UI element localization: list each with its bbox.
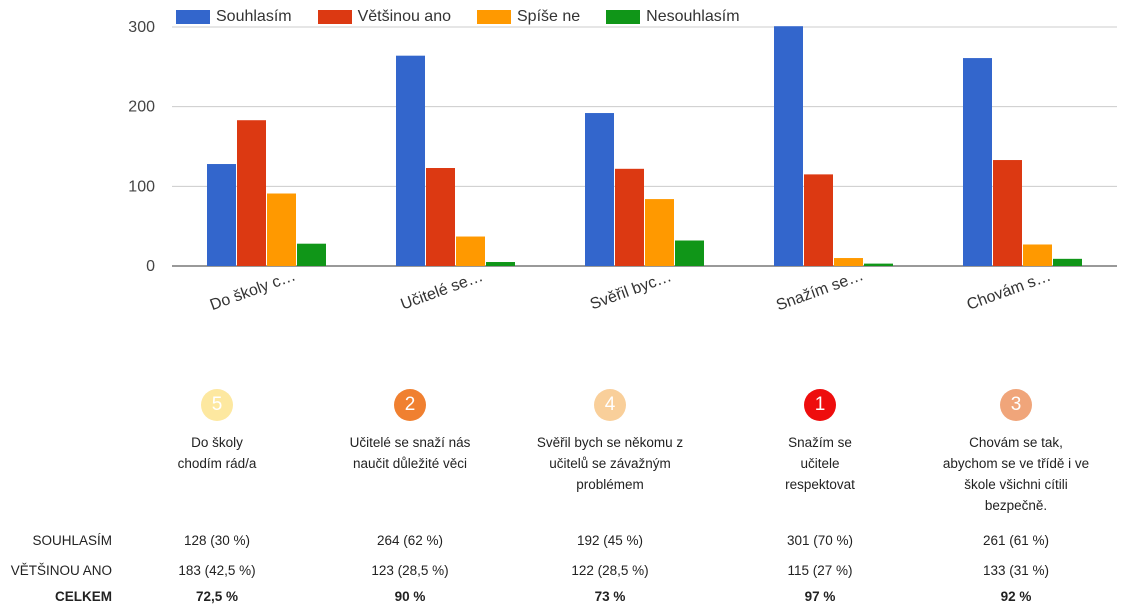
- description-line: abychom se ve třídě i ve: [942, 456, 1090, 471]
- description-line: Učitelé se snaží nás: [349, 435, 471, 450]
- y-tick-label: 300: [128, 19, 155, 36]
- bar-souhlasím: [774, 26, 803, 266]
- description-line: Snažím se: [788, 435, 852, 450]
- table-cell: 301 (70 %): [786, 533, 854, 548]
- x-tick-label: Učitelé se…: [399, 268, 486, 313]
- bar-souhlasím: [585, 113, 614, 266]
- table-cell: 183 (42,5 %): [178, 563, 256, 578]
- legend-label: Nesouhlasím: [646, 8, 740, 25]
- legend-label: Většinou ano: [357, 8, 451, 25]
- table-cell: 192 (45 %): [576, 533, 644, 548]
- row-label: VĚTŠINOU ANO: [10, 563, 112, 578]
- question-description: Učitelé se snaží nás naučit důležité věci: [320, 432, 500, 474]
- legend-swatch: [477, 10, 511, 24]
- y-tick-label: 200: [128, 99, 155, 116]
- chart-legend: Souhlasím Většinou ano Spíše ne Nesouhlasím: [176, 8, 766, 26]
- rank-badge: 5: [201, 389, 233, 421]
- legend-swatch: [606, 10, 641, 24]
- bar-souhlasím: [207, 164, 236, 266]
- y-tick-label: 100: [128, 178, 155, 195]
- bar-většinou-ano: [237, 120, 266, 267]
- description-line: Chovám se tak,: [969, 435, 1063, 450]
- bar-většinou-ano: [426, 168, 455, 266]
- description-line: naučit důležité věci: [352, 456, 468, 471]
- y-tick-label: 0: [146, 258, 155, 275]
- table-cell: 261 (61 %): [982, 533, 1050, 548]
- table-cell: 122 (28,5 %): [571, 563, 649, 578]
- description-line: respektovat: [785, 477, 855, 492]
- bar-souhlasím: [963, 58, 992, 266]
- question-description: Chovám se tak, abychom se ve třídě i ve šk…: [926, 432, 1106, 516]
- legend-label: Spíše ne: [517, 8, 581, 25]
- bar-spíše-ne: [267, 193, 296, 266]
- rank-badge: 2: [394, 389, 426, 421]
- table-cell: 133 (31 %): [982, 563, 1050, 578]
- legend-swatch: [176, 10, 210, 24]
- table-cell: 73 %: [594, 589, 626, 604]
- bar-nesouhlasím: [297, 243, 326, 266]
- legend-swatch: [317, 10, 352, 24]
- x-tick-label: Chovám s…: [965, 268, 1054, 314]
- legend-item: Nesouhlasím: [606, 8, 740, 26]
- table-cell: 72,5 %: [195, 589, 239, 604]
- bar-většinou-ano: [615, 168, 644, 266]
- rank-badge: 3: [1000, 389, 1032, 421]
- question-description: Snažím se učitele respektovat: [730, 432, 910, 495]
- bar-spíše-ne: [456, 236, 485, 266]
- legend-item: Souhlasím: [176, 8, 292, 26]
- legend-label: Souhlasím: [216, 8, 292, 25]
- bar-nesouhlasím: [675, 240, 704, 266]
- description-line: Svěřil bych se někomu z: [536, 435, 684, 450]
- rank-badge: 1: [804, 389, 836, 421]
- table-cell: 128 (30 %): [183, 533, 251, 548]
- table-cell: 123 (28,5 %): [371, 563, 449, 578]
- legend-item: Spíše ne: [477, 8, 580, 26]
- x-tick-label: Snažím se…: [774, 267, 866, 314]
- description-line: škole všichni cítili: [964, 477, 1068, 492]
- question-description: Do školy chodím rád/a: [127, 432, 307, 474]
- description-line: Do školy: [191, 435, 243, 450]
- table-cell: 90 %: [394, 589, 426, 604]
- description-line: učitelů se závažným: [549, 456, 671, 471]
- description-line: problémem: [576, 477, 644, 492]
- row-label: SOUHLASÍM: [32, 533, 112, 548]
- bar-většinou-ano: [804, 174, 833, 266]
- x-tick-label: Do školy c…: [208, 267, 298, 314]
- description-line: učitele: [800, 456, 840, 471]
- description-line: chodím rád/a: [177, 456, 257, 471]
- bar-souhlasím: [396, 55, 425, 267]
- bar-nesouhlasím: [1053, 258, 1082, 266]
- row-label: CELKEM: [55, 589, 112, 604]
- question-description: Svěřil bych se někomu z učitelů se závažn…: [520, 432, 700, 495]
- rank-badge: 4: [594, 389, 626, 421]
- bar-spíše-ne: [1023, 244, 1052, 266]
- description-line: bezpečně.: [984, 498, 1048, 513]
- bar-nesouhlasím: [486, 262, 515, 266]
- bar-spíše-ne: [834, 258, 863, 266]
- table-cell: 115 (27 %): [787, 563, 853, 578]
- table-cell: 97 %: [804, 589, 836, 604]
- table-cell: 264 (62 %): [376, 533, 444, 548]
- x-tick-label: Svěřil byc…: [588, 268, 674, 313]
- bar-chart: 0 100 200 300 Do školy c… Učitelé se… Svěřil b…: [128, 19, 1117, 314]
- bar-většinou-ano: [993, 160, 1022, 266]
- legend-item: Většinou ano: [317, 8, 451, 26]
- bar-spíše-ne: [645, 199, 674, 266]
- table-cell: 92 %: [1000, 589, 1032, 604]
- bar-nesouhlasím: [864, 263, 893, 266]
